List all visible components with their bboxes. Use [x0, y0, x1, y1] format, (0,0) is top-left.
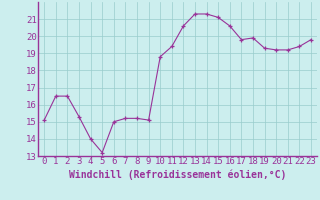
X-axis label: Windchill (Refroidissement éolien,°C): Windchill (Refroidissement éolien,°C)	[69, 169, 286, 180]
